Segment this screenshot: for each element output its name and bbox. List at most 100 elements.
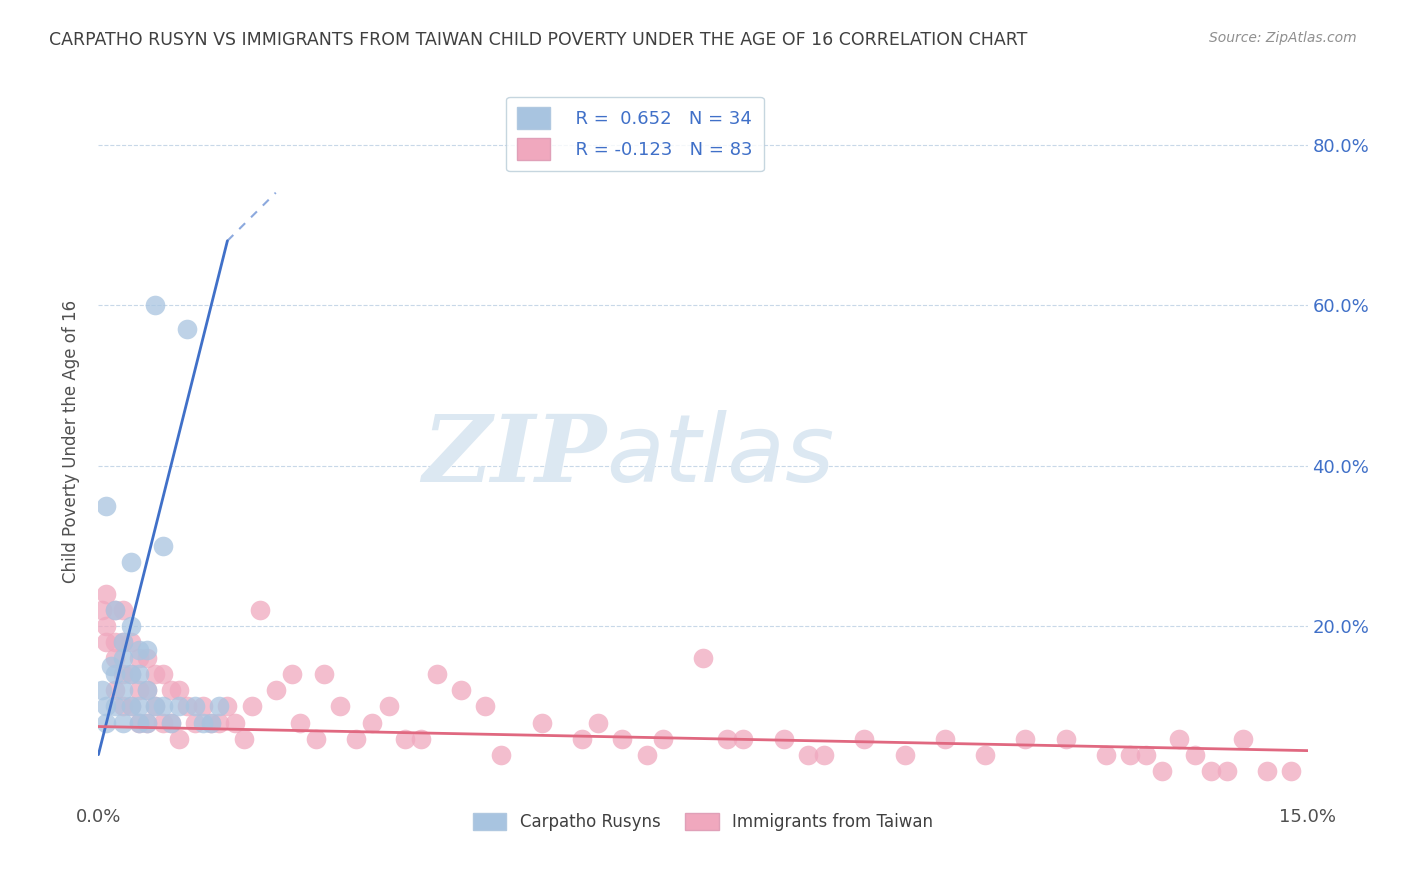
Point [128,667,150,681]
Point [96,587,118,601]
Point [200,715,222,730]
Point [103,667,125,681]
Point [1152,764,1174,778]
Point [314,667,336,681]
Point [1216,764,1239,778]
Point [1184,747,1206,762]
Point [96,499,118,513]
Point [128,715,150,730]
Point [200,715,222,730]
Point [96,619,118,633]
Point [377,699,399,714]
Text: atlas: atlas [606,410,835,501]
Point [128,651,150,665]
Point [152,667,174,681]
Point [1167,731,1189,746]
Point [240,699,263,714]
Point [224,715,246,730]
Point [716,731,738,746]
Point [176,322,198,336]
Point [813,747,835,762]
Point [530,715,553,730]
Point [288,715,311,730]
Point [1281,764,1303,778]
Point [344,731,367,746]
Point [111,667,134,681]
Point [120,619,142,633]
Point [184,699,207,714]
Point [167,699,190,714]
Point [934,731,956,746]
Point [143,298,166,312]
Point [120,555,142,569]
Point [217,699,239,714]
Point [135,715,157,730]
Point [103,651,125,665]
Point [111,603,134,617]
Point [103,683,125,698]
Point [135,651,157,665]
Point [103,635,125,649]
Point [128,683,150,698]
Point [111,635,134,649]
Point [135,683,157,698]
Point [96,699,118,714]
Point [111,699,134,714]
Point [1014,731,1036,746]
Point [249,603,271,617]
Point [96,635,118,649]
Point [1054,731,1077,746]
Point [208,699,231,714]
Point [1256,764,1278,778]
Point [120,699,142,714]
Point [974,747,997,762]
Point [193,715,215,730]
Point [111,715,134,730]
Point [409,731,432,746]
Point [91,683,114,698]
Legend: Carpatho Rusyns, Immigrants from Taiwan: Carpatho Rusyns, Immigrants from Taiwan [467,806,939,838]
Point [96,715,118,730]
Point [474,699,496,714]
Point [1232,731,1254,746]
Point [120,635,142,649]
Point [184,715,207,730]
Point [361,715,384,730]
Point [450,683,472,698]
Point [1095,747,1118,762]
Point [135,643,157,657]
Point [1135,747,1157,762]
Point [893,747,915,762]
Point [91,603,114,617]
Point [120,667,142,681]
Point [160,715,183,730]
Point [103,603,125,617]
Point [426,667,449,681]
Point [491,747,513,762]
Point [103,699,125,714]
Point [143,699,166,714]
Point [571,731,593,746]
Point [853,731,876,746]
Point [135,715,157,730]
Point [176,699,198,714]
Point [797,747,820,762]
Point [143,699,166,714]
Point [692,651,714,665]
Point [120,699,142,714]
Point [111,651,134,665]
Text: ZIP: ZIP [422,411,606,501]
Point [152,715,174,730]
Point [208,715,231,730]
Point [612,731,634,746]
Point [100,659,122,673]
Point [111,635,134,649]
Point [772,731,794,746]
Point [167,683,190,698]
Point [128,715,150,730]
Text: CARPATHO RUSYN VS IMMIGRANTS FROM TAIWAN CHILD POVERTY UNDER THE AGE OF 16 CORRE: CARPATHO RUSYN VS IMMIGRANTS FROM TAIWAN… [49,31,1028,49]
Point [167,731,190,746]
Point [651,731,673,746]
Point [305,731,328,746]
Y-axis label: Child Poverty Under the Age of 16: Child Poverty Under the Age of 16 [62,300,80,583]
